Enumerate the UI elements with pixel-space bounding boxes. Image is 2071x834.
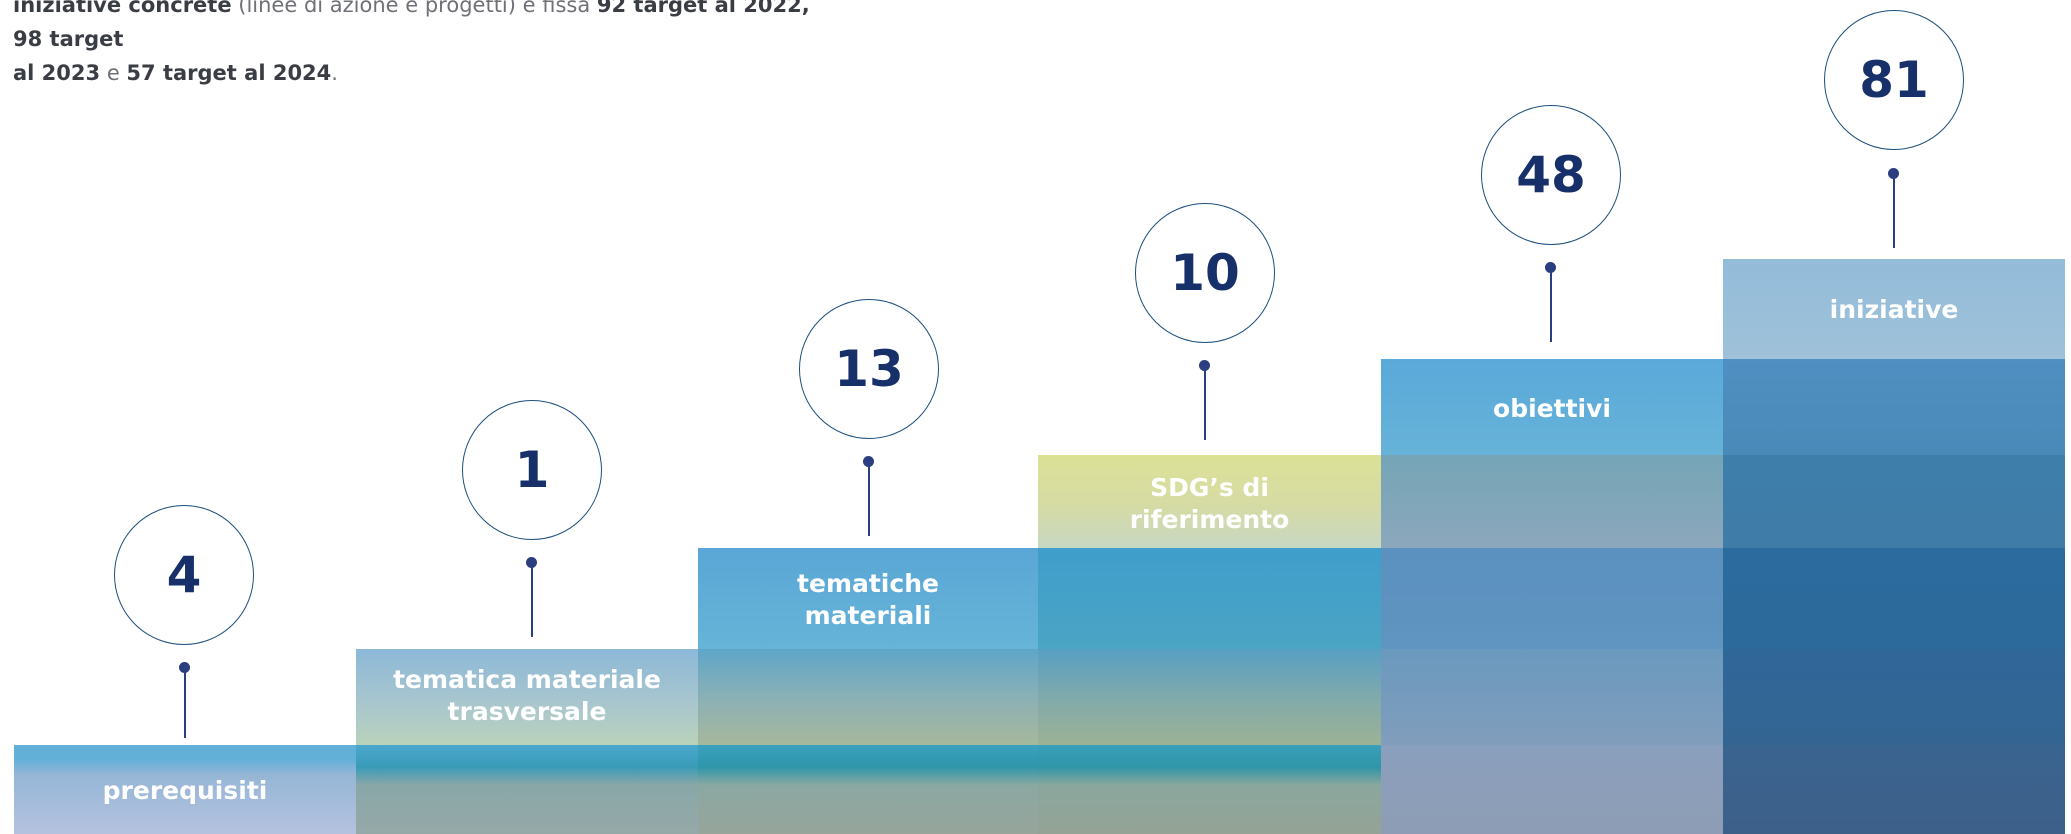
step-6-value: 81 — [1859, 51, 1929, 109]
step-5-base — [1381, 745, 1723, 834]
step-4-stem — [1204, 366, 1206, 440]
step-5-mid2 — [1381, 548, 1723, 649]
step-5-stem — [1550, 268, 1552, 342]
intro-text: iniziative concrete (linee di azione e p… — [13, 0, 843, 90]
step-6-value-circle: 81 — [1824, 10, 1964, 150]
step-6-mid2 — [1723, 455, 2065, 548]
step-1-value: 4 — [166, 546, 202, 604]
step-4-base — [1038, 745, 1381, 834]
step-4-mid2 — [1038, 649, 1381, 745]
step-3-label: tematiche materiali — [698, 568, 1038, 632]
step-3-label-line2: materiali — [804, 601, 932, 630]
step-3-dot — [863, 456, 874, 467]
step-2-block — [356, 649, 698, 745]
step-5-label: obiettivi — [1381, 393, 1723, 425]
step-2-base — [356, 745, 698, 834]
step-3-mid — [698, 649, 1038, 745]
step-1-label: prerequisiti — [14, 775, 356, 807]
step-3-stem — [868, 462, 870, 536]
step-4-dot — [1199, 360, 1210, 371]
step-3-label-line1: tematiche — [797, 569, 939, 598]
step-6-dot — [1888, 168, 1899, 179]
intro-bold-1: iniziative concrete — [13, 0, 232, 17]
step-1-block — [14, 745, 356, 834]
step-2-dot — [526, 557, 537, 568]
intro-text-3: . — [331, 61, 338, 85]
step-6-block — [1723, 259, 2065, 359]
step-5-value-circle: 48 — [1481, 105, 1621, 245]
step-2-value: 1 — [514, 441, 550, 499]
step-6-label: iniziative — [1723, 294, 2065, 326]
step-1-label-line1: prerequisiti — [102, 776, 268, 805]
step-2-label: tematica materiale trasversale — [356, 664, 698, 728]
step-5-dot — [1545, 262, 1556, 273]
step-5-block — [1381, 359, 1723, 455]
step-5-mid1 — [1381, 455, 1723, 548]
step-4-value: 10 — [1170, 244, 1240, 302]
step-5-label-line1: obiettivi — [1493, 394, 1611, 423]
step-3-value-circle: 13 — [799, 299, 939, 439]
step-2-label-line1: tematica materiale — [393, 665, 661, 694]
step-3-base — [698, 745, 1038, 834]
step-2-value-circle: 1 — [462, 400, 602, 540]
intro-bold-4: 57 target al 2024 — [126, 61, 332, 85]
step-2-label-line2: trasversale — [447, 697, 607, 726]
step-6-base — [1723, 745, 2065, 834]
step-6-stem — [1893, 174, 1895, 248]
step-5-value: 48 — [1516, 146, 1586, 204]
step-4-mid1 — [1038, 548, 1381, 649]
intro-bold-2: 92 target al 2022, 98 target — [13, 0, 810, 51]
step-4-label-line2: riferimento — [1129, 505, 1290, 534]
step-5-mid3 — [1381, 649, 1723, 745]
step-6-mid1 — [1723, 359, 2065, 455]
step-1-value-circle: 4 — [114, 505, 254, 645]
step-4-block — [1038, 455, 1381, 548]
step-1-stem — [184, 668, 186, 738]
step-4-label: SDG’s di riferimento — [1038, 472, 1381, 536]
intro-bold-3: al 2023 — [13, 61, 101, 85]
intro-text-1: (linee di azione e progetti) e fissa — [231, 0, 597, 17]
step-4-value-circle: 10 — [1135, 203, 1275, 343]
step-3-block — [698, 548, 1038, 649]
step-6-label-line1: iniziative — [1829, 295, 1959, 324]
step-6-mid4 — [1723, 649, 2065, 745]
step-4-label-line1: SDG’s di — [1150, 473, 1269, 502]
step-6-mid3 — [1723, 548, 2065, 649]
step-3-value: 13 — [834, 340, 904, 398]
step-1-dot — [179, 662, 190, 673]
intro-text-2: e — [100, 61, 127, 85]
step-2-stem — [531, 563, 533, 637]
